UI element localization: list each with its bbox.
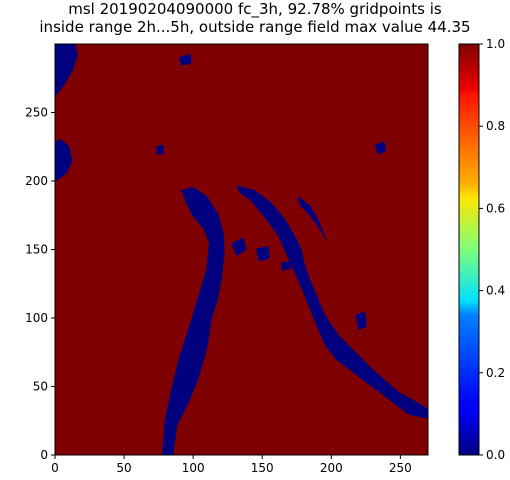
region-small-blob-3 [355, 311, 367, 330]
x-tick-label: 50 [116, 461, 131, 475]
region-small-blob-1 [231, 237, 247, 256]
x-tick-label: 250 [389, 461, 412, 475]
region-western-band [162, 187, 225, 455]
region-small-blob-7 [280, 261, 291, 271]
y-tick-label: 100 [25, 311, 48, 325]
colorbar: 0.0 0.2 0.4 0.6 0.8 1.0 [458, 37, 505, 462]
colorbar-gradient [458, 43, 480, 456]
x-tick-label: 100 [182, 461, 205, 475]
y-tick-label: 250 [25, 106, 48, 120]
y-tick-label: 50 [33, 380, 48, 394]
y-axis: 0 50 100 150 200 250 [25, 106, 55, 462]
colorbar-tick-label: 0.4 [486, 284, 505, 298]
heatmap-regions [55, 44, 428, 455]
region-left-blob [55, 139, 73, 182]
region-top-left-patch [55, 44, 78, 97]
x-axis: 0 50 100 150 200 250 [51, 455, 412, 475]
colorbar-tick-label: 0.0 [486, 448, 505, 462]
x-tick-label: 200 [320, 461, 343, 475]
region-eastern-band [236, 185, 428, 419]
chart-title-line-1: msl 20190204090000 fc_3h, 92.78% gridpoi… [68, 0, 442, 18]
chart-title-line-2: inside range 2h...5h, outside range fiel… [39, 18, 471, 36]
y-tick-label: 150 [25, 243, 48, 257]
plot-area [54, 43, 429, 456]
colorbar-tick-label: 0.8 [486, 119, 505, 133]
colorbar-tick-label: 0.6 [486, 201, 505, 215]
y-tick-label: 200 [25, 174, 48, 188]
colorbar-tick-label: 1.0 [486, 37, 505, 51]
region-small-blob-2 [255, 246, 270, 262]
region-small-blob-4 [374, 141, 386, 155]
y-tick-label: 0 [40, 448, 48, 462]
x-tick-label: 150 [251, 461, 274, 475]
chart-title: msl 20190204090000 fc_3h, 92.78% gridpoi… [0, 0, 510, 36]
region-eastern-band-tail [297, 196, 327, 240]
region-small-blob-6 [156, 144, 164, 155]
region-small-blob-5 [178, 54, 192, 66]
x-tick-label: 0 [51, 461, 59, 475]
colorbar-tick-label: 0.2 [486, 366, 505, 380]
